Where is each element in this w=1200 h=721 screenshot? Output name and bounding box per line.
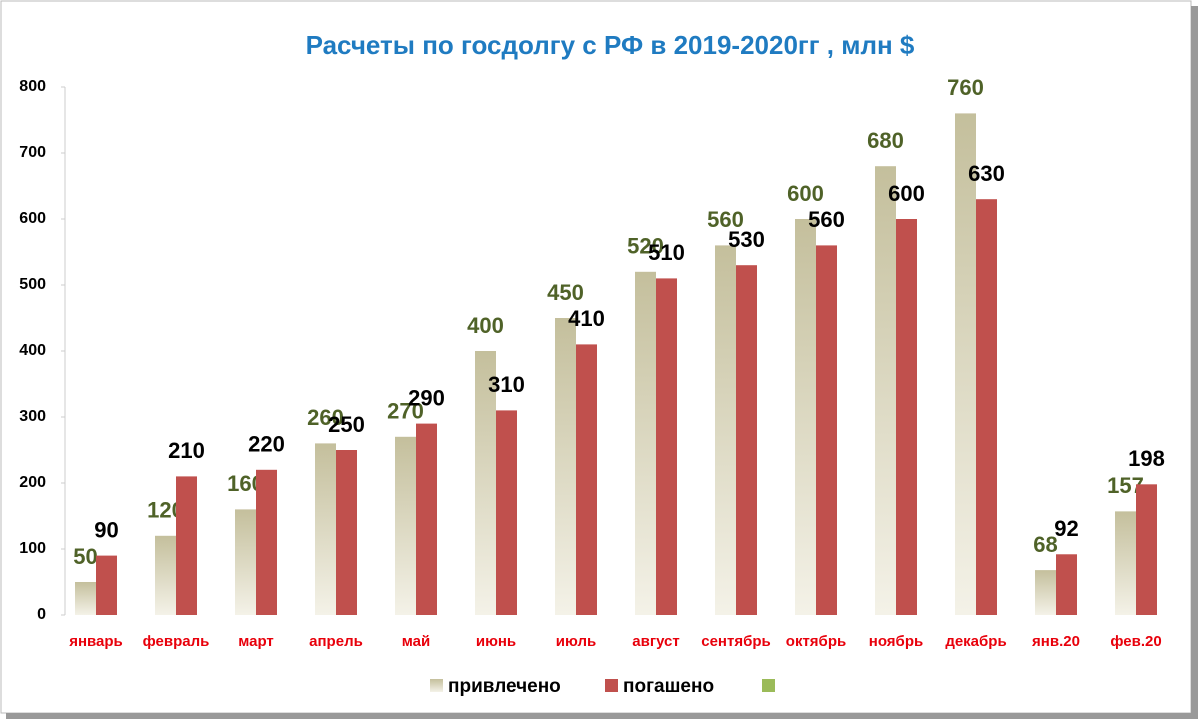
bar: [875, 166, 896, 615]
value-label: 198: [1128, 446, 1165, 471]
value-label: 250: [328, 412, 365, 437]
bar: [475, 351, 496, 615]
frame-shadow: [1191, 6, 1198, 718]
value-label: 270: [387, 399, 424, 424]
x-tick-label: август: [632, 633, 679, 650]
value-label: 90: [94, 517, 118, 542]
x-tick-label: июнь: [476, 633, 516, 650]
legend-label: привлечено: [448, 676, 561, 697]
bar: [395, 436, 416, 615]
bar: [256, 469, 277, 615]
bar: [555, 318, 576, 615]
value-label: 450: [547, 280, 584, 305]
bar: [176, 476, 197, 615]
value-label: 68: [1033, 532, 1057, 557]
bar: [416, 423, 437, 615]
bar: [955, 113, 976, 616]
bar: [1136, 484, 1157, 615]
bar: [315, 443, 336, 615]
value-label: 410: [568, 306, 605, 331]
value-label: 560: [707, 207, 744, 232]
value-label: 680: [867, 128, 904, 153]
y-tick-label: 0: [37, 606, 46, 623]
x-tick-label: апрель: [309, 633, 363, 650]
value-label: 310: [488, 372, 525, 397]
value-label: 260: [307, 405, 344, 430]
bar: [75, 582, 96, 615]
bar: [336, 450, 357, 615]
bar: [795, 219, 816, 615]
y-tick-label: 800: [19, 78, 46, 95]
value-label: 530: [728, 227, 765, 252]
y-tick-label: 600: [19, 210, 46, 227]
legend-swatch: [430, 679, 443, 692]
bar: [1035, 570, 1056, 615]
x-tick-label: сентябрь: [701, 633, 771, 650]
y-tick-label: 100: [19, 540, 46, 557]
x-tick-label: февраль: [143, 633, 210, 650]
bar: [976, 199, 997, 615]
value-label: 520: [627, 234, 664, 259]
chart-title: Расчеты по госдолгу с РФ в 2019-2020гг ,…: [306, 30, 915, 60]
x-tick-label: май: [402, 633, 430, 650]
value-label: 630: [968, 161, 1005, 186]
x-tick-label: янв.20: [1032, 633, 1080, 650]
legend-swatch: [762, 679, 775, 692]
x-tick-label: октябрь: [786, 633, 846, 650]
value-label: 290: [408, 385, 445, 410]
y-tick-label: 300: [19, 408, 46, 425]
y-tick-label: 700: [19, 144, 46, 161]
bar: [1056, 554, 1077, 615]
frame-shadow: [6, 713, 1198, 719]
value-label: 50: [73, 544, 97, 569]
legend-label: погашено: [623, 676, 714, 697]
x-tick-label: фев.20: [1110, 633, 1161, 650]
value-label: 510: [648, 240, 685, 265]
bar: [715, 245, 736, 615]
bar: [635, 271, 656, 615]
x-tick-label: ноябрь: [869, 633, 923, 650]
legend-swatch: [605, 679, 618, 692]
bar: [496, 410, 517, 615]
bar: [656, 278, 677, 615]
bar: [816, 245, 837, 615]
value-label: 760: [947, 75, 984, 100]
x-tick-label: июль: [556, 633, 596, 650]
x-tick-label: январь: [69, 633, 123, 650]
bar: [235, 509, 256, 615]
x-tick-label: декабрь: [945, 633, 1006, 650]
y-tick-label: 400: [19, 342, 46, 359]
value-label: 400: [467, 313, 504, 338]
value-label: 210: [168, 438, 205, 463]
bar: [96, 555, 117, 615]
y-tick-label: 200: [19, 474, 46, 491]
bar: [576, 344, 597, 615]
bar: [155, 535, 176, 615]
value-label: 600: [787, 181, 824, 206]
bar: [1115, 511, 1136, 615]
y-tick-label: 500: [19, 276, 46, 293]
value-label: 92: [1054, 516, 1078, 541]
value-label: 560: [808, 207, 845, 232]
x-tick-label: март: [238, 633, 274, 650]
value-label: 600: [888, 181, 925, 206]
bar: [736, 265, 757, 615]
bar: [896, 219, 917, 615]
value-label: 220: [248, 432, 285, 457]
